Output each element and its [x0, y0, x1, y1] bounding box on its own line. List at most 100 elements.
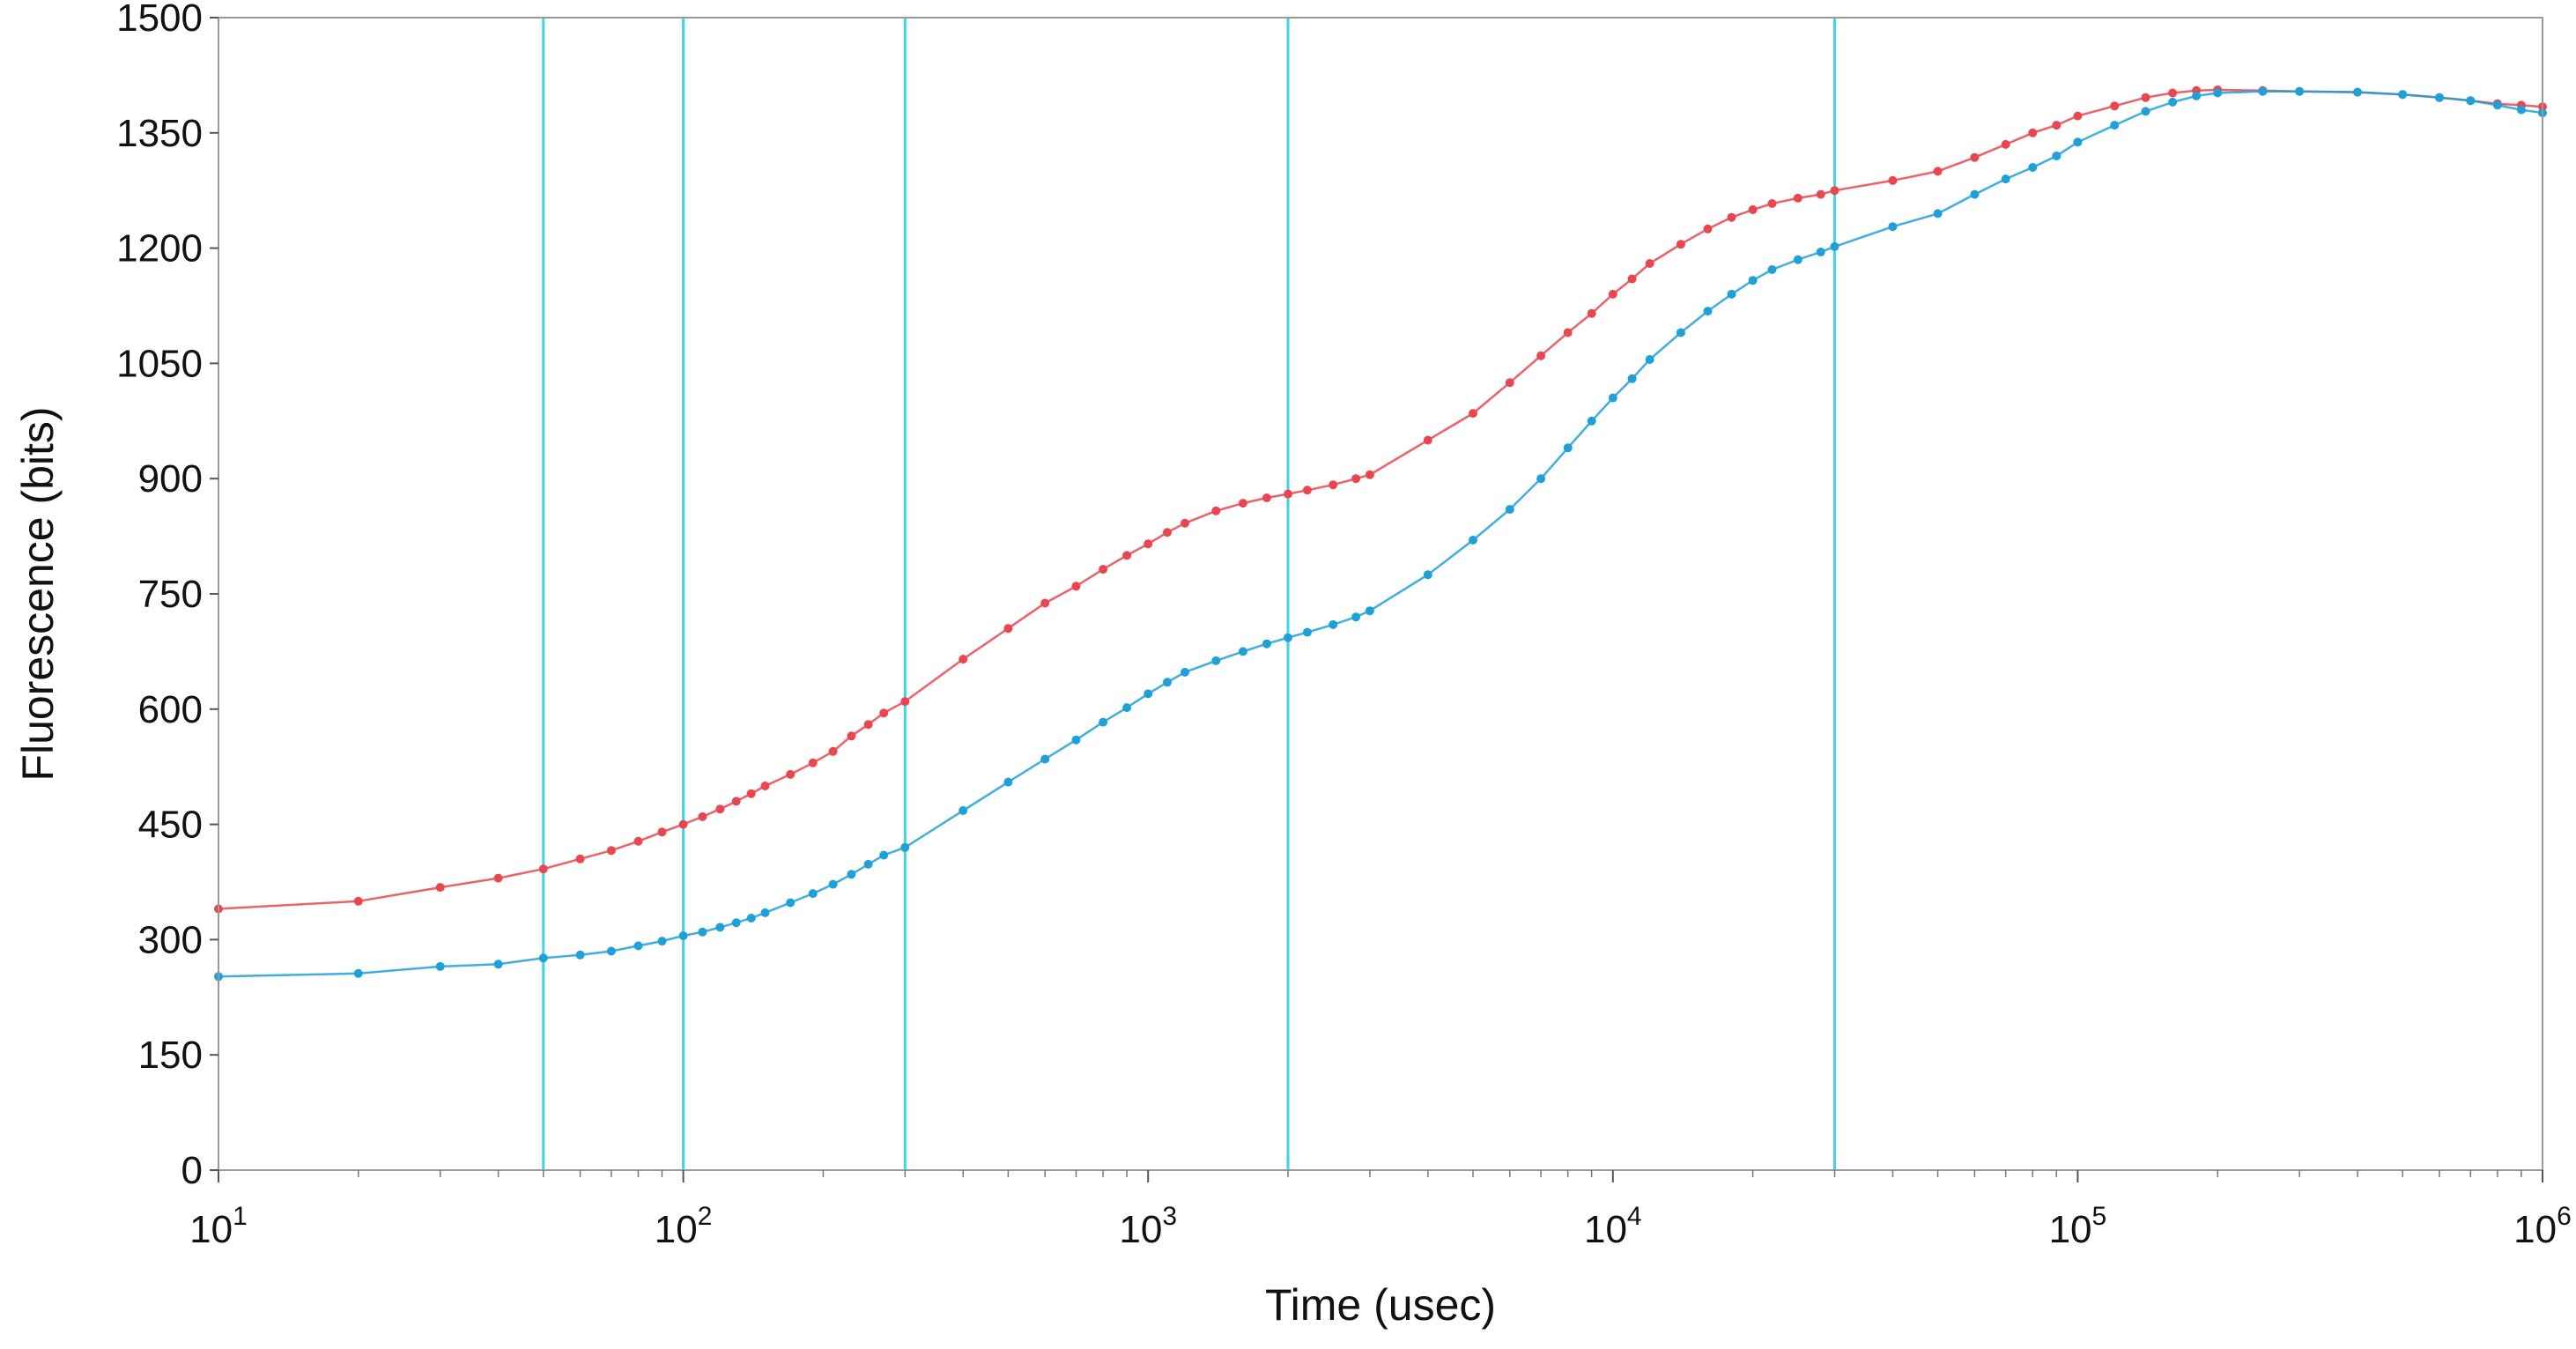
data-point: [2492, 100, 2502, 110]
data-point: [1933, 209, 1943, 219]
data-point: [900, 697, 910, 707]
data-point: [1767, 199, 1777, 208]
data-point: [1645, 259, 1654, 268]
x-tick-label: 105: [2049, 1202, 2107, 1251]
data-point: [1676, 328, 1685, 337]
data-point: [1211, 506, 1221, 515]
data-point: [1793, 255, 1802, 264]
data-point: [715, 804, 725, 814]
data-point: [1748, 205, 1758, 214]
data-point: [2466, 96, 2476, 106]
data-point: [1071, 582, 1081, 591]
y-tick-label: 450: [138, 804, 203, 847]
data-point: [731, 918, 741, 928]
data-point: [1163, 678, 1172, 687]
data-point: [1727, 289, 1736, 299]
data-point: [1645, 355, 1654, 364]
data-point: [1122, 703, 1132, 713]
x-tick-label: 101: [189, 1202, 248, 1251]
data-point: [2435, 93, 2444, 102]
data-point: [1099, 565, 1108, 574]
data-point: [863, 859, 873, 869]
data-point: [828, 746, 838, 756]
data-point: [1587, 308, 1596, 318]
y-tick-label: 750: [138, 573, 203, 616]
data-point: [1284, 489, 1292, 499]
y-tick-label: 150: [138, 1034, 203, 1077]
data-point: [1163, 528, 1172, 537]
data-point: [2353, 87, 2362, 97]
data-point: [2516, 105, 2526, 115]
data-point: [1748, 276, 1758, 285]
data-point: [1365, 470, 1374, 479]
data-point: [808, 889, 818, 899]
data-point: [633, 836, 643, 846]
data-point: [353, 896, 363, 906]
data-point: [760, 908, 770, 917]
data-point: [2073, 111, 2083, 121]
data-point: [493, 873, 503, 883]
data-point: [1144, 689, 1153, 699]
data-point: [715, 923, 725, 932]
data-point: [1676, 240, 1685, 249]
data-point: [1211, 656, 1221, 665]
data-point: [606, 846, 616, 856]
data-point: [1816, 248, 1825, 256]
data-point: [2073, 137, 2083, 147]
data-point: [1933, 167, 1943, 176]
data-point: [1469, 409, 1477, 419]
data-point: [1003, 777, 1013, 787]
data-point: [959, 805, 968, 815]
data-point: [1144, 539, 1153, 549]
data-point: [1365, 606, 1374, 616]
data-point: [493, 960, 503, 969]
data-point: [1608, 289, 1617, 299]
data-point: [575, 854, 585, 864]
data-point: [1830, 186, 1839, 196]
data-point: [1181, 667, 1189, 677]
data-point: [1816, 189, 1825, 199]
data-point: [2052, 121, 2062, 130]
y-tick-label: 600: [138, 688, 203, 731]
data-point: [1703, 224, 1713, 233]
data-point: [1071, 735, 1081, 745]
series-layer: [214, 85, 2547, 982]
data-point: [2295, 86, 2305, 96]
data-point: [2001, 174, 2010, 184]
x-axis: 101 102 103 104 105 106: [189, 1170, 2572, 1251]
data-point: [1970, 152, 1980, 162]
data-point: [1727, 212, 1736, 222]
y-tick-label: 1350: [116, 112, 203, 155]
data-point: [538, 864, 548, 874]
y-tick-label: 0: [181, 1149, 203, 1192]
data-point: [1627, 274, 1637, 284]
data-point: [828, 879, 838, 889]
data-point: [1040, 754, 1050, 764]
y-axis: 0 150 300 450 600 750 900 1050 1200 1350 1500: [116, 0, 218, 1192]
data-point: [575, 950, 585, 960]
data-point: [657, 827, 667, 837]
data-point: [1423, 570, 1432, 580]
y-tick-label: 900: [138, 457, 203, 500]
data-point: [1329, 619, 1338, 629]
data-point: [1329, 480, 1338, 490]
y-tick-label: 1500: [116, 0, 203, 40]
data-point: [1302, 627, 1312, 637]
y-tick-label: 1050: [116, 342, 203, 385]
data-point: [1536, 351, 1546, 360]
data-point: [746, 789, 756, 798]
data-point: [1587, 416, 1596, 426]
data-point: [1099, 717, 1108, 727]
data-point: [1284, 633, 1292, 642]
x-tick-label: 102: [655, 1202, 713, 1251]
data-point: [1122, 551, 1132, 560]
data-point: [1302, 485, 1312, 495]
data-point: [786, 898, 796, 908]
y-tick-label: 1200: [116, 227, 203, 271]
data-point: [731, 797, 741, 806]
data-point: [1627, 374, 1637, 383]
data-point: [1040, 598, 1050, 608]
data-point: [1888, 222, 1898, 232]
data-point: [538, 953, 548, 963]
